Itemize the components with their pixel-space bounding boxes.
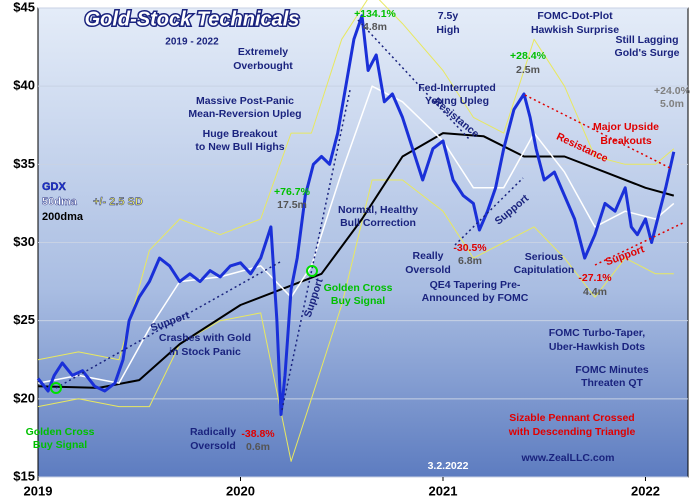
annotation: Major Upside (593, 121, 659, 133)
annotation: Buy Signal (331, 295, 385, 307)
series-line (37, 132, 675, 389)
legend-label: 200dma (42, 211, 84, 223)
annotation: Breakouts (600, 135, 652, 147)
annotation: 7.5y (438, 10, 459, 22)
annotation: 0.6m (246, 441, 270, 453)
cross-marker (306, 265, 318, 277)
annotation: Bull Correction (340, 217, 416, 229)
annotation: Fed-Interrupted (418, 82, 496, 94)
chart-subtitle: 2019 - 2022 (165, 37, 219, 48)
trend-line (454, 177, 524, 246)
annotation: Extremely (238, 46, 288, 58)
annotation: -38.8% (241, 428, 275, 440)
annotation: -27.1% (578, 272, 612, 284)
annotation: High (436, 24, 459, 36)
annotation: Radically (190, 426, 236, 438)
annotation: with Descending Triangle (508, 426, 636, 438)
annotation: www.ZealLLC.com (521, 452, 615, 464)
annotation: Buy Signal (33, 439, 87, 451)
annotation: FOMC-Dot-Plot (537, 10, 613, 22)
legend-label: +/- 2.5 SD (93, 196, 143, 208)
x-tick-label: 2020 (226, 483, 255, 498)
annotation: Uber-Hawkish Dots (549, 341, 645, 353)
annotation: Massive Post-Panic (196, 95, 294, 107)
y-tick-label: $30 (13, 234, 35, 249)
annotation: +134.1% (354, 8, 396, 20)
series-line (36, 14, 676, 416)
series-line (37, 85, 675, 384)
annotation: +28.4% (510, 50, 547, 62)
annotation: +24.0% (654, 85, 691, 97)
y-tick-label: $45 (13, 0, 35, 14)
annotation: Normal, Healthy (338, 204, 418, 216)
series-line (37, 0, 675, 361)
annotation: in Stock Panic (169, 346, 241, 358)
y-tick-label: $15 (13, 468, 35, 483)
annotation: Huge Breakout (203, 128, 278, 140)
annotation: 5.0m (660, 98, 684, 110)
x-tick-label: 2022 (631, 483, 660, 498)
annotation: Mean-Reversion Upleg (188, 108, 301, 120)
annotation: Capitulation (514, 264, 575, 276)
annotation: Hawkish Surprise (531, 24, 619, 36)
annotation: Serious (525, 251, 564, 263)
y-tick-label: $40 (13, 78, 35, 93)
decor (50, 19, 686, 411)
lines (36, 0, 676, 462)
annotation: Announced by FOMC (422, 292, 529, 304)
annotation: 17.5m (277, 199, 307, 211)
annotation: -30.5% (453, 242, 487, 254)
annotation: FOMC Minutes (575, 364, 649, 376)
y-tick-label: $20 (13, 390, 35, 405)
x-tick-label: 2019 (24, 483, 53, 498)
annotation: Really (413, 250, 444, 262)
trend-line (524, 94, 671, 169)
legend-label: GDX (42, 181, 67, 193)
annotation: 2.5m (516, 64, 540, 76)
annotation: Still Lagging (616, 34, 679, 46)
series-line (37, 179, 674, 462)
annotation: 6.8m (458, 255, 482, 267)
chart-title: Gold-Stock Technicals (85, 8, 300, 30)
annotation: 4.4m (583, 286, 607, 298)
annotation: Oversold (190, 440, 236, 452)
annotation: Young Upleg (425, 95, 489, 107)
legend-label: 50dma (42, 196, 78, 208)
annotation: Sizable Pennant Crossed (509, 412, 634, 424)
annotation: to New Bull Highs (195, 141, 284, 153)
cross-marker (50, 382, 62, 394)
annotation: 3.2.2022 (428, 460, 469, 472)
annotation: Threaten QT (581, 377, 643, 389)
trend-line (357, 19, 471, 141)
annotation: FOMC Turbo-Taper, (549, 327, 646, 339)
annotation: Crashes with Gold (159, 332, 251, 344)
y-tick-label: $35 (13, 156, 35, 171)
annotation: Golden Cross (26, 426, 95, 438)
annotation: Golden Cross (324, 282, 393, 294)
y-tick-label: $25 (13, 312, 35, 327)
x-tick-label: 2021 (429, 483, 458, 498)
grid (37, 7, 688, 481)
annotation: Oversold (405, 264, 451, 276)
annotation: 4.8m (363, 21, 387, 33)
annotation: +76.7% (274, 186, 311, 198)
annotation: QE4 Tapering Pre- (430, 279, 521, 291)
trend-line (594, 221, 686, 266)
annotation: Gold's Surge (615, 47, 680, 59)
annotation: Overbought (233, 60, 293, 72)
